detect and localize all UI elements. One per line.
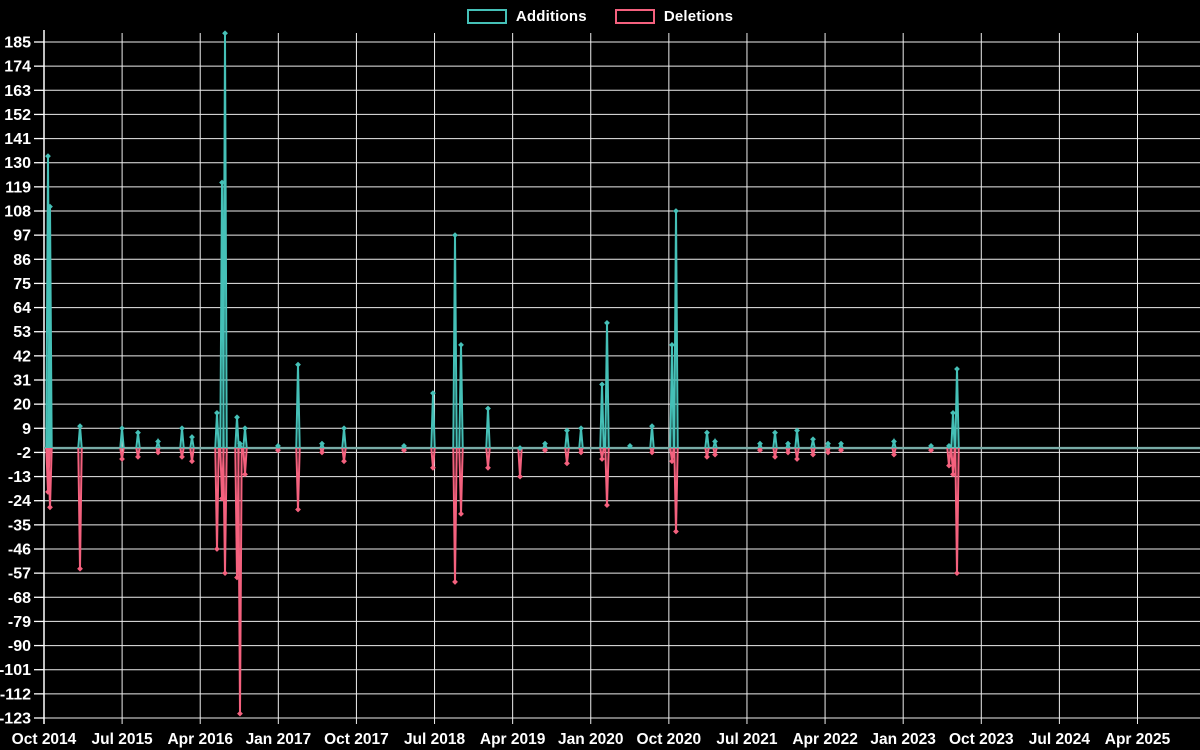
y-tick-label: 108 bbox=[4, 204, 31, 221]
legend-item-deletions[interactable]: Deletions bbox=[614, 8, 734, 25]
x-tick-label: Apr 2016 bbox=[167, 731, 233, 748]
x-tick-label: Jan 2017 bbox=[246, 731, 312, 748]
legend-item-additions[interactable]: Additions bbox=[466, 8, 587, 25]
y-tick-label: 86 bbox=[13, 252, 31, 269]
y-tick-label: 64 bbox=[13, 300, 31, 317]
y-tick-label: 97 bbox=[13, 228, 31, 245]
y-tick-label: 185 bbox=[4, 35, 31, 52]
y-tick-label: 130 bbox=[4, 155, 31, 172]
y-tick-label: 31 bbox=[13, 373, 31, 390]
chart-legend: Additions Deletions bbox=[0, 8, 1200, 25]
y-tick-label: 141 bbox=[4, 131, 31, 148]
horizontal-gridlines bbox=[34, 41, 1200, 719]
y-tick-label: -13 bbox=[8, 469, 31, 486]
additions-series-line bbox=[45, 33, 960, 449]
y-tick-label: 163 bbox=[4, 83, 31, 100]
y-tick-label: -112 bbox=[0, 686, 31, 703]
y-tick-label: -101 bbox=[0, 662, 31, 679]
y-tick-label: -35 bbox=[8, 517, 31, 534]
additions-series bbox=[45, 30, 960, 451]
x-tick-label: Jul 2018 bbox=[404, 731, 466, 748]
y-tick-label: 42 bbox=[13, 348, 31, 365]
y-tick-label: -24 bbox=[8, 493, 31, 510]
deletions-swatch-icon bbox=[614, 9, 655, 24]
vertical-gridlines bbox=[43, 33, 1138, 724]
x-tick-label: Jul 2021 bbox=[716, 731, 778, 748]
x-tick-label: Jan 2020 bbox=[558, 731, 624, 748]
deletions-legend-label: Deletions bbox=[663, 8, 734, 25]
deletions-series bbox=[45, 447, 960, 717]
y-tick-label: 152 bbox=[4, 107, 31, 124]
y-tick-label: -90 bbox=[8, 638, 31, 655]
y-tick-label: 75 bbox=[13, 276, 31, 293]
x-tick-label: Oct 2020 bbox=[637, 731, 702, 748]
x-tick-label: Oct 2023 bbox=[949, 731, 1014, 748]
x-axis-tick-labels: Oct 2014 Jul 2015 Apr 2016 Jan 2017 Oct 2017… bbox=[12, 731, 1171, 748]
x-tick-label: Apr 2022 bbox=[792, 731, 857, 748]
deletions-series-line bbox=[45, 447, 960, 714]
y-tick-label: -46 bbox=[8, 542, 31, 559]
additions-swatch-icon bbox=[466, 9, 507, 24]
y-tick-label: -123 bbox=[0, 711, 31, 728]
y-tick-label: -79 bbox=[8, 614, 31, 631]
y-tick-label: -57 bbox=[8, 566, 31, 583]
x-tick-label: Jan 2023 bbox=[870, 731, 936, 748]
x-tick-label: Apr 2019 bbox=[480, 731, 546, 748]
y-axis-tick-labels: 185 174 163 152 141 130 119 108 97 86 75 64 53 42 31 20… bbox=[0, 35, 31, 728]
y-tick-label: 119 bbox=[5, 179, 31, 196]
x-tick-label: Oct 2014 bbox=[12, 731, 77, 748]
x-tick-label: Apr 2025 bbox=[1105, 731, 1171, 748]
y-tick-label: 53 bbox=[13, 324, 31, 341]
additions-legend-label: Additions bbox=[515, 8, 587, 25]
y-tick-label: 174 bbox=[4, 59, 31, 76]
x-tick-label: Oct 2017 bbox=[324, 731, 389, 748]
y-tick-label: -68 bbox=[8, 590, 31, 607]
x-tick-label: Jul 2024 bbox=[1029, 731, 1091, 748]
y-tick-label: 20 bbox=[13, 397, 31, 414]
x-tick-label: Jul 2015 bbox=[92, 731, 154, 748]
y-tick-label: -2 bbox=[17, 445, 31, 462]
y-tick-label: 9 bbox=[22, 421, 31, 438]
